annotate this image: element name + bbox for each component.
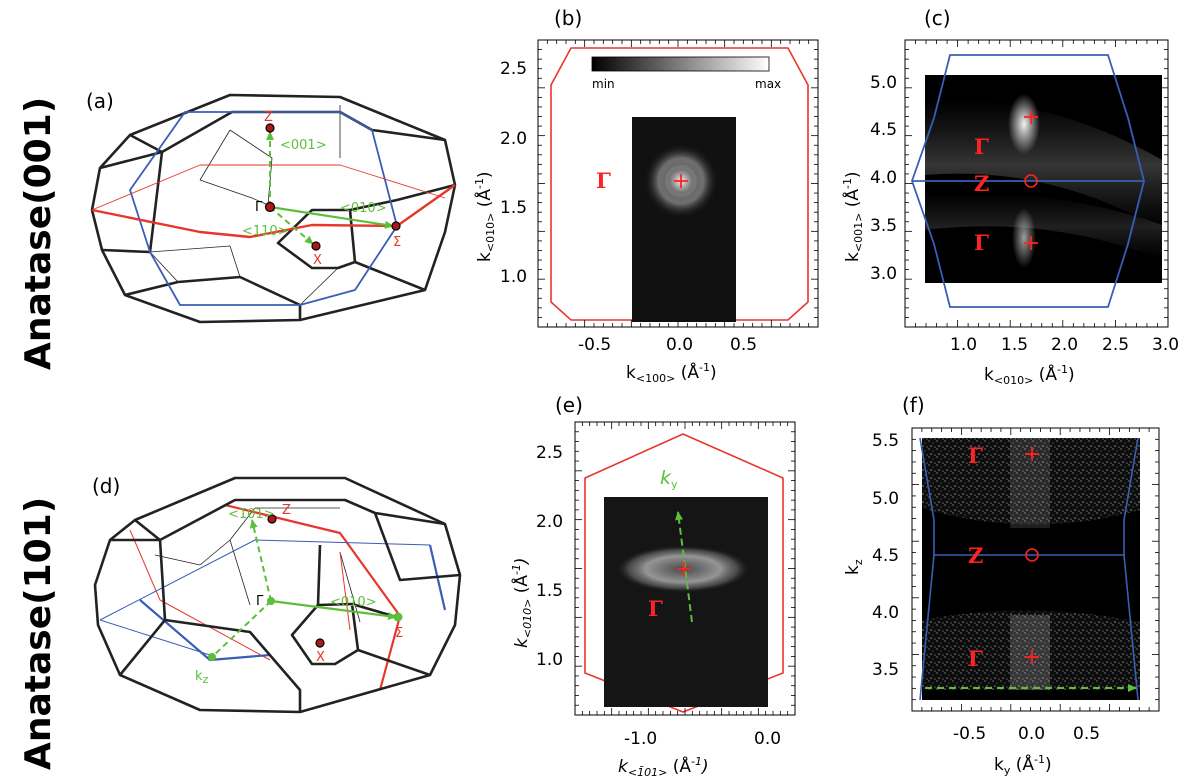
panel-f-xtick-0: -0.5 xyxy=(953,724,986,744)
bz-d-label-010: <010> xyxy=(330,595,377,610)
panel-f-xtick-2: 0.5 xyxy=(1073,724,1100,744)
brillouin-zone-a xyxy=(90,93,457,324)
panel-e-xtick-0: -1.0 xyxy=(624,729,657,749)
panel-f-ytick-2: 4.5 xyxy=(872,546,899,566)
panel-label-a: (a) xyxy=(86,89,114,113)
panel-b-ytick-3: 1.0 xyxy=(500,267,527,287)
panel-b-ytick-2: 1.5 xyxy=(500,198,527,218)
bz-a-vectors xyxy=(264,123,401,251)
panel-f-ytick-0: 5.5 xyxy=(872,431,899,451)
panel-f-xtick-1: 0.0 xyxy=(1018,724,1045,744)
panel-b-ticks xyxy=(538,40,818,327)
panel-label-e: (e) xyxy=(555,393,583,417)
panel-c-xlabel: k<010> (Å-1) xyxy=(984,363,1075,387)
panel-label-f: (f) xyxy=(902,393,925,417)
bz-a-label-110: <110> xyxy=(242,224,289,239)
panel-f-ytick-3: 4.0 xyxy=(872,603,899,623)
panel-c-xtick-1: 1.5 xyxy=(1001,335,1028,355)
bz-a-label-z: Z xyxy=(264,110,273,125)
panel-b-xtick-1: 0.0 xyxy=(666,335,693,355)
panel-e-ylabel: k<010> (Å-1) xyxy=(510,557,534,648)
bz-a-label-010: <010> xyxy=(340,201,387,216)
panel-b-ylabel: k<010> (Å-1) xyxy=(473,171,497,262)
bz-d-label-101: <1̄01> xyxy=(228,507,275,522)
panel-c-ylabel: k<001> (Å-1) xyxy=(841,171,865,262)
bz-d-label-x: X xyxy=(316,650,325,665)
panel-c-gamma-bottom: Γ xyxy=(974,230,989,255)
panel-e: Γ ky xyxy=(574,421,796,716)
panel-e-ytick-3: 1.0 xyxy=(536,650,563,670)
panel-e-xtick-1: 0.0 xyxy=(754,729,781,749)
panel-f-gamma-bottom: Γ xyxy=(968,646,983,671)
bz-d-label-z: Z xyxy=(282,503,291,518)
side-label-001: Anatase(001) xyxy=(18,97,59,370)
panel-f-xlabel: ky (Å-1) xyxy=(994,753,1052,777)
bz-d-label-gamma: Γ xyxy=(256,594,264,609)
bz-d-label-sigma: Σ xyxy=(395,626,403,641)
panel-label-b: (b) xyxy=(554,6,582,30)
panel-c-xtick-3: 2.5 xyxy=(1102,335,1129,355)
panel-c-z: Z xyxy=(974,171,989,196)
panel-c-ytick-1: 4.5 xyxy=(870,120,897,140)
panel-c-xtick-4: 3.0 xyxy=(1152,335,1179,355)
bz-a-label-x: X xyxy=(313,253,322,268)
panel-b-gamma: Γ xyxy=(596,168,611,193)
panel-c-xtick-0: 1.0 xyxy=(950,335,977,355)
panel-e-xlabel: k<1̄01> (Å-1) xyxy=(618,755,709,779)
panel-c-ytick-3: 3.5 xyxy=(870,216,897,236)
panel-f: Γ Z Γ xyxy=(911,427,1160,712)
bz-d-vectors xyxy=(208,514,403,661)
panel-c-ytick-2: 4.0 xyxy=(870,168,897,188)
panel-b: min max Γ xyxy=(537,39,819,328)
panel-label-d: (d) xyxy=(92,474,120,498)
colorbar-min: min xyxy=(592,77,615,91)
panel-f-ylabel: kz xyxy=(843,559,865,575)
panel-e-ytick-1: 2.0 xyxy=(536,512,563,532)
bz-d-label-kz: kz xyxy=(195,669,209,686)
panel-label-c: (c) xyxy=(924,6,951,30)
panel-f-gamma-top: Γ xyxy=(968,443,983,468)
panel-b-ytick-1: 2.0 xyxy=(500,129,527,149)
panel-e-ytick-2: 1.5 xyxy=(536,581,563,601)
panel-c-gamma-top: Γ xyxy=(974,134,989,159)
panel-b-xlabel: k<100> (Å-1) xyxy=(626,361,717,385)
panel-b-xtick-2: 0.5 xyxy=(730,335,757,355)
panel-c-xtick-2: 2.0 xyxy=(1051,335,1078,355)
panel-c: Γ Z Γ xyxy=(904,39,1169,328)
panel-f-z: Z xyxy=(968,543,983,568)
panel-f-ticks xyxy=(912,428,1159,711)
panel-e-ky: ky xyxy=(660,467,678,491)
panel-b-xtick-0: -0.5 xyxy=(578,335,611,355)
panel-e-ytick-0: 2.5 xyxy=(536,443,563,463)
side-label-101: Anatase(101) xyxy=(18,497,59,770)
panel-e-gamma: Γ xyxy=(648,596,663,621)
colorbar-max: max xyxy=(755,77,781,91)
panel-c-ytick-4: 3.0 xyxy=(870,264,897,284)
panel-c-ytick-0: 5.0 xyxy=(870,73,897,93)
panel-f-ytick-4: 3.5 xyxy=(872,660,899,680)
panel-b-ytick-0: 2.5 xyxy=(500,59,527,79)
bz-a-label-sigma: Σ xyxy=(393,235,401,250)
panel-f-ytick-1: 5.0 xyxy=(872,489,899,509)
panel-e-ticks xyxy=(575,422,795,715)
panel-c-ticks xyxy=(905,40,1168,327)
brillouin-zone-d xyxy=(93,476,462,714)
bz-a-label-001: <001> xyxy=(280,138,327,153)
bz-a-label-gamma: Γ xyxy=(255,200,263,215)
